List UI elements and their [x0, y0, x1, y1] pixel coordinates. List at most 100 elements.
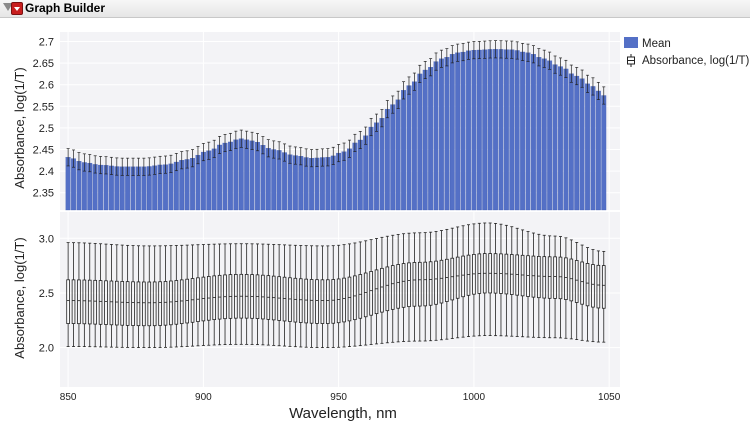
bottom-y-axis-label: Absorbance, log(1/T) [12, 237, 27, 358]
box-plot [71, 279, 76, 324]
mean-bars [65, 49, 607, 211]
mean-bar [476, 49, 482, 211]
box-plot [547, 256, 552, 299]
mean-bar [520, 51, 526, 211]
box-plot [336, 278, 341, 324]
box-plot [401, 263, 406, 308]
red-triangle-menu-icon[interactable] [11, 2, 23, 15]
box-plot [574, 260, 579, 303]
box-plot [369, 271, 373, 316]
box-plot [358, 274, 363, 319]
legend: Mean Absorbance, log(1/T) [624, 37, 750, 67]
legend-swatch-mean [624, 37, 638, 48]
box-plot [304, 278, 308, 324]
box-plot [542, 256, 547, 299]
mean-bar [395, 99, 401, 211]
box-plot [136, 281, 141, 327]
graph-builder-chart: 2.35 2.4 2.45 2.5 2.55 2.6 2.65 2.7 2.0 2.5 3.0 8… [12, 32, 750, 422]
box-plot [93, 279, 97, 325]
mean-bar [547, 60, 553, 211]
top-y-tick-label: 2.7 [39, 37, 54, 49]
mean-bar [558, 66, 563, 211]
box-plot [131, 281, 135, 326]
box-plot [98, 280, 103, 325]
box-plot [374, 269, 379, 315]
box-plot [282, 276, 287, 322]
x-tick-label: 850 [60, 392, 77, 403]
legend-label-absorbance: Absorbance, log(1/T) [642, 55, 750, 67]
mean-bar [439, 58, 444, 211]
box-plot [293, 277, 298, 323]
box-plot [120, 281, 125, 326]
top-y-tick-label: 2.35 [33, 188, 54, 200]
box-plot [82, 279, 87, 325]
window-titlebar: Graph Builder [0, 0, 750, 18]
top-y-tick-labels: 2.35 2.4 2.45 2.5 2.55 2.6 2.65 2.7 [33, 37, 54, 200]
box-plot [87, 279, 92, 325]
box-plot [142, 281, 146, 327]
mean-bar [595, 90, 601, 211]
mean-bar [428, 67, 434, 211]
legend-label-mean: Mean [642, 38, 671, 50]
mean-bar [487, 49, 493, 211]
box-plots [66, 222, 606, 349]
mean-bar [411, 81, 417, 211]
mean-bar [406, 85, 412, 211]
mean-bar [271, 149, 277, 211]
box-plot [169, 280, 173, 326]
box-plot [423, 261, 428, 307]
bottom-y-tick-label: 2.5 [39, 288, 54, 300]
window-title: Graph Builder [25, 1, 106, 15]
mean-bar [352, 142, 358, 211]
box-plot [558, 256, 563, 300]
mean-bar [579, 78, 585, 211]
collapse-triangle-icon[interactable] [3, 3, 13, 11]
mean-bar [552, 64, 558, 211]
mean-bar [525, 52, 531, 211]
top-y-tick-label: 2.4 [39, 166, 54, 178]
mean-bar [531, 54, 536, 211]
box-plot [152, 281, 157, 327]
bottom-y-tick-label: 3.0 [39, 233, 54, 245]
mean-bar [498, 49, 504, 211]
top-y-tick-label: 2.6 [39, 80, 54, 92]
box-plot [196, 277, 200, 322]
mean-bar [374, 122, 379, 211]
top-y-tick-label: 2.5 [39, 123, 54, 135]
mean-bar [514, 50, 520, 211]
box-plot [380, 267, 384, 313]
mean-bar [563, 68, 569, 211]
mean-bar [455, 52, 461, 211]
mean-bar [568, 73, 574, 211]
box-plot [163, 281, 168, 326]
mean-bar [541, 58, 547, 211]
box-plot [326, 279, 330, 324]
box-plot [342, 277, 346, 323]
box-plot [439, 259, 444, 304]
box-plot [466, 254, 471, 296]
box-plot [434, 260, 438, 305]
top-y-axis-label: Absorbance, log(1/T) [12, 67, 27, 188]
box-plot [125, 281, 130, 326]
box-plot [520, 254, 525, 297]
mean-bar [601, 95, 607, 211]
box-plot [158, 281, 162, 326]
mean-bar [471, 49, 477, 211]
mean-bar [503, 49, 509, 211]
box-plot [564, 257, 568, 300]
box-plot [298, 278, 303, 323]
mean-bar [422, 69, 428, 211]
top-y-tick-label: 2.65 [33, 58, 54, 70]
mean-bar [444, 57, 450, 211]
box-plot [596, 264, 601, 309]
mean-bar [482, 49, 488, 211]
box-plot [104, 280, 108, 325]
box-plot [601, 265, 606, 309]
x-tick-label: 950 [330, 392, 347, 403]
box-plot [277, 276, 281, 321]
box-plot [591, 264, 595, 308]
box-plot [526, 255, 530, 297]
box-plot [190, 278, 195, 323]
box-plot [396, 264, 400, 309]
box-plot [147, 281, 152, 327]
